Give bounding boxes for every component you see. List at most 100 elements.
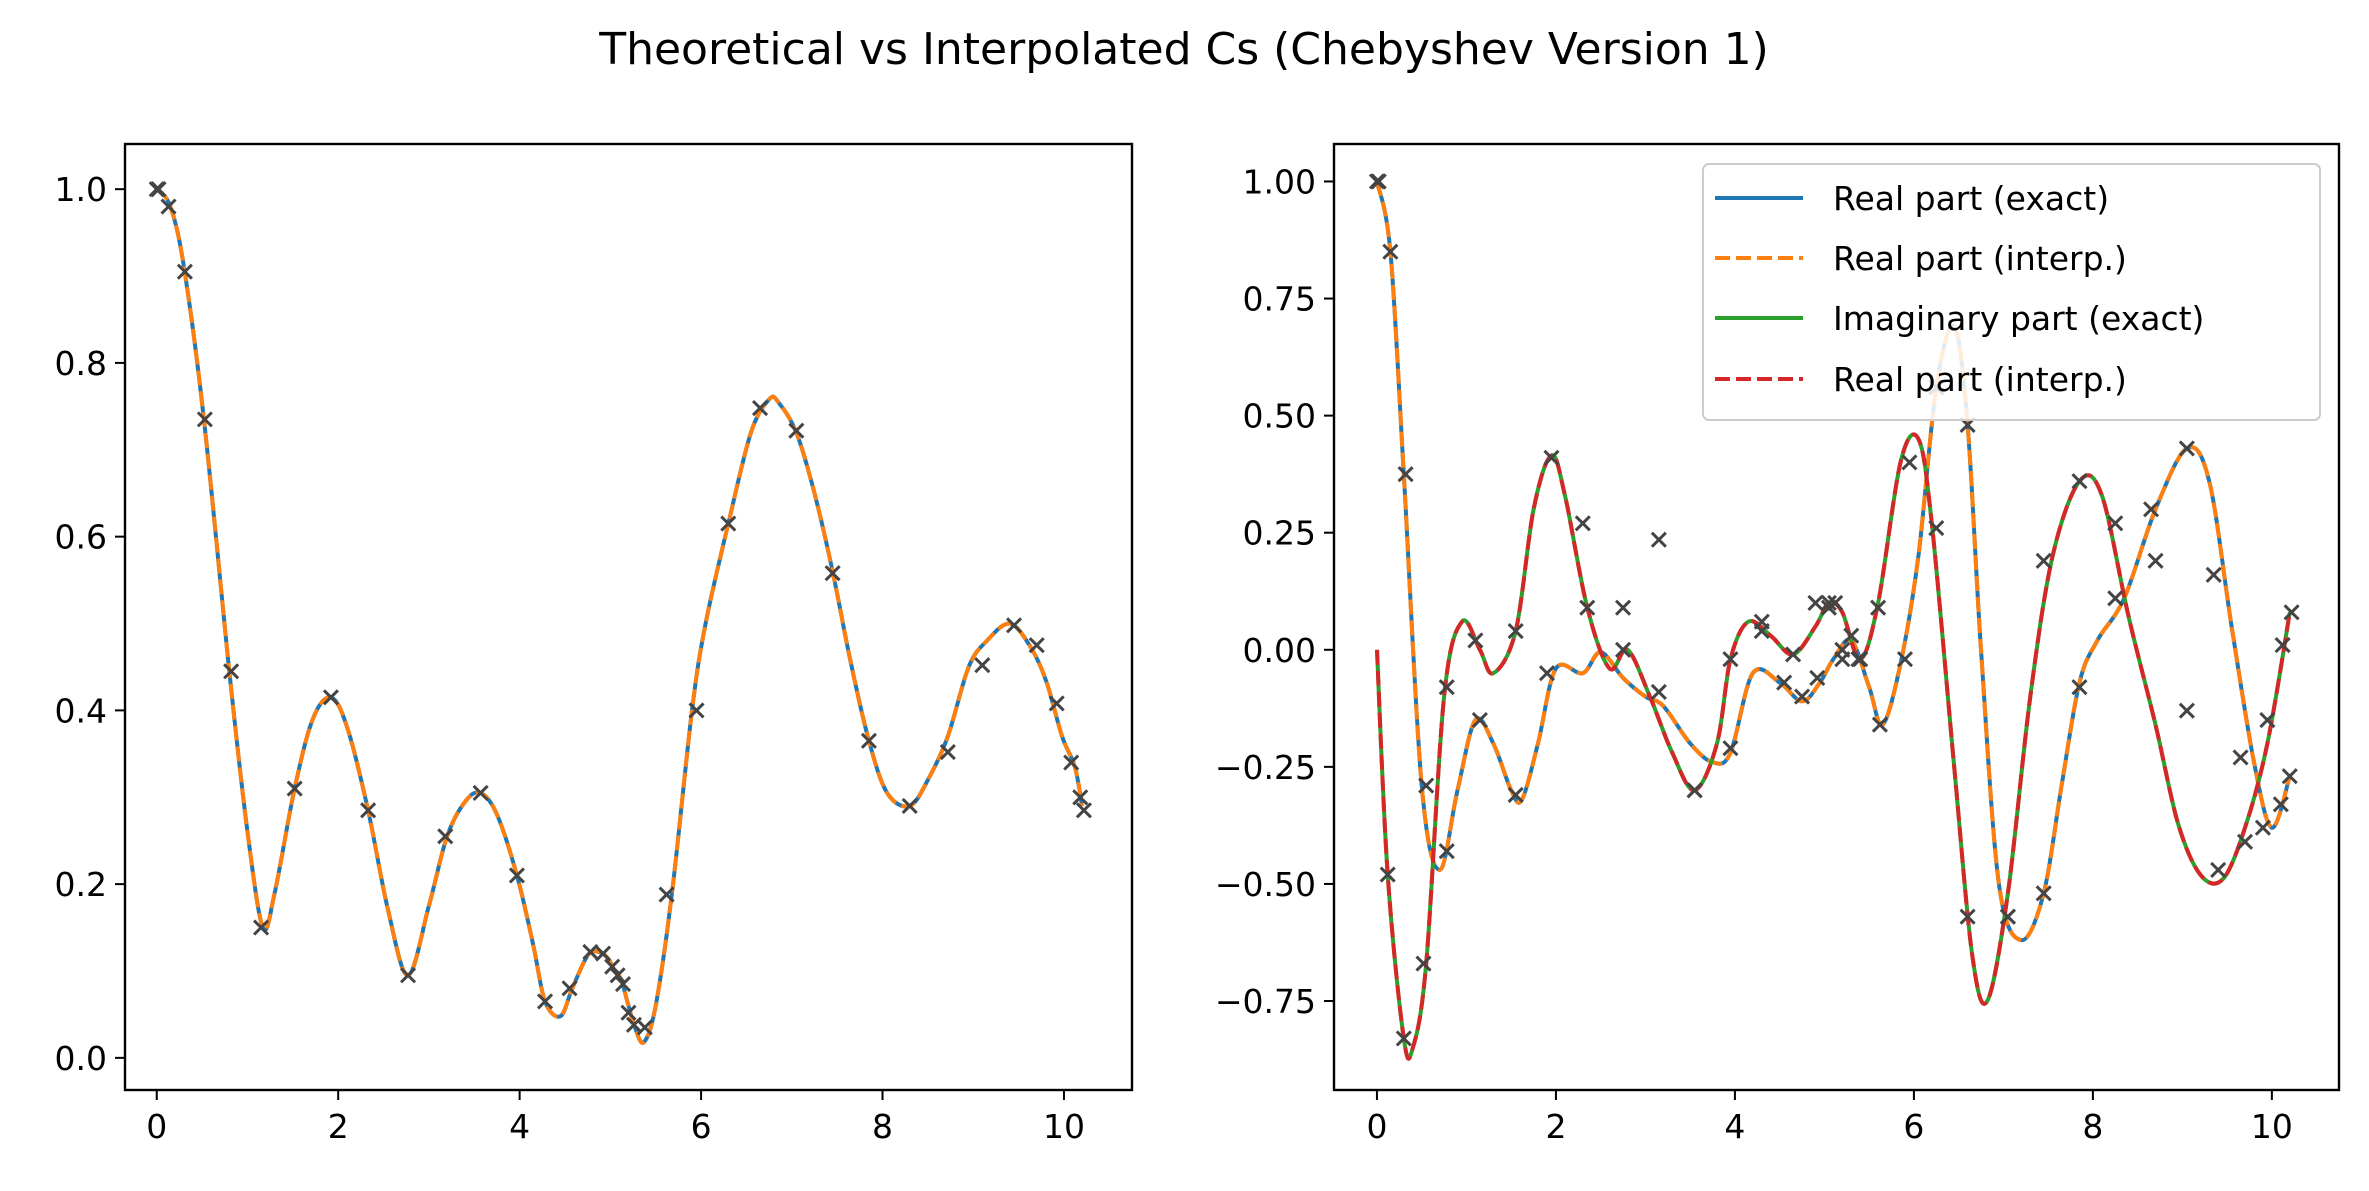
panel-1-frame [1332, 142, 2341, 1092]
panel-0-marker [508, 867, 525, 884]
panel-0-xtick-label: 6 [691, 1107, 712, 1146]
panel-0-xtick-label: 8 [872, 1107, 893, 1146]
panel-0-marker [604, 958, 621, 975]
left-panel-markers [148, 181, 1092, 1036]
panel-1-marker [1415, 955, 1432, 972]
left-panel: 0 2 4 6 8 10 0.0 0.2 0.4 0.6 0.8 1.0 [55, 142, 1134, 1146]
panel-1-marker [1395, 1030, 1412, 1047]
panel-0-series-1-line [155, 187, 1085, 1045]
panel-1-marker [1538, 665, 1556, 682]
panel-1-ytick-label: −0.75 [1215, 982, 1316, 1021]
panel-0-marker [399, 967, 417, 984]
right-panel-axes: 0 2 4 6 8 10 −0.75 −0.50 −0.25 0.00 0.25 0.50 0.75 1.… [1215, 142, 2341, 1146]
panel-0-marker [751, 400, 769, 417]
panel-0-marker [939, 744, 956, 761]
panel-1-marker [2035, 552, 2052, 569]
panel-1-ytick-label: −0.25 [1215, 748, 1316, 787]
panel-1-ytick-label: 1.00 [1243, 162, 1316, 201]
panel-0-marker [322, 689, 339, 706]
panel-1-marker [1928, 519, 1945, 537]
panel-1-marker [1793, 688, 1811, 705]
panel-0-marker [1028, 637, 1045, 654]
panel-0-marker [860, 732, 877, 749]
panel-0-marker [286, 780, 303, 797]
panel-1-marker [1438, 843, 1455, 860]
panel-0-marker [636, 1019, 653, 1036]
panel-0-marker [1072, 789, 1089, 806]
panel-1-marker [1543, 449, 1560, 466]
legend-label-real-exact: Real part (exact) [1833, 179, 2109, 218]
panel-0-xtick-label: 0 [146, 1107, 167, 1146]
panel-1-marker [1870, 599, 1887, 616]
panel-1-marker [1382, 243, 1399, 260]
panel-0-marker [688, 702, 705, 719]
panel-1-ytick-label: 0.25 [1243, 514, 1316, 553]
panel-1-marker [2254, 819, 2271, 836]
panel-0-marker [614, 975, 632, 993]
right-panel-markers [1368, 173, 2300, 1047]
panel-1-marker [1753, 613, 1770, 630]
legend-frame [1702, 163, 2321, 421]
panel-0-marker [536, 993, 554, 1010]
panel-0-marker [472, 784, 489, 801]
panel-0-ytick-label: 0.2 [55, 865, 107, 904]
panel-1-marker [1507, 786, 1524, 804]
panel-1-xtick-label: 2 [1545, 1107, 1566, 1146]
panel-0-ytick-label: 0.0 [55, 1039, 107, 1078]
panel-1-marker [2272, 796, 2289, 813]
panel-1-marker [1579, 599, 1596, 616]
panel-1-marker [1686, 782, 1703, 799]
panel-0-xtick-label: 2 [328, 1107, 349, 1146]
panel-1-marker [2281, 768, 2298, 785]
panel-0-marker [788, 422, 805, 439]
panel-0-marker [824, 565, 841, 582]
panel-1-marker [1650, 683, 1667, 700]
panel-0-marker [1005, 617, 1023, 634]
panel-1-marker [2071, 679, 2088, 696]
panel-0-ytick-label: 0.4 [55, 691, 107, 730]
legend: Real part (exact) Real part (interp.) Im… [1702, 163, 2321, 421]
right-panel: 0 2 4 6 8 10 −0.75 −0.50 −0.25 0.00 0.25 0.50 0.75 1.… [1215, 142, 2341, 1146]
panel-1-marker [2178, 440, 2195, 457]
panel-1-marker [2178, 702, 2195, 719]
panel-0-marker [974, 657, 991, 674]
panel-1-marker [1820, 594, 1837, 612]
panel-1-marker [1397, 466, 1414, 483]
panel-1-marker [2107, 515, 2124, 532]
panel-1-marker [2259, 711, 2276, 729]
panel-0-marker [150, 181, 167, 198]
panel-1-marker [1809, 669, 1826, 686]
panel-1-xtick-label: 10 [2251, 1107, 2293, 1146]
panel-1-ytick-label: 0.00 [1243, 631, 1316, 670]
panel-1-xtick-label: 6 [1903, 1107, 1924, 1146]
panel-1-marker [1850, 651, 1867, 668]
panel-0-frame [123, 142, 1134, 1092]
panel-1-marker [1896, 651, 1914, 668]
chart-title: Theoretical vs Interpolated Cs (Chebyshe… [598, 24, 1769, 75]
panel-1-marker [1959, 908, 1976, 925]
panel-0-marker [658, 886, 675, 903]
panel-0-marker [160, 198, 177, 215]
panel-1-marker [1438, 679, 1455, 696]
panel-1-marker [1834, 641, 1851, 658]
panel-1-marker [1999, 908, 2016, 925]
legend-label-real-interp: Real part (interp.) [1833, 239, 2127, 278]
panel-0-marker [360, 802, 377, 819]
panel-1-marker [2232, 749, 2249, 766]
panel-0-marker [176, 263, 193, 280]
panel-0-marker [437, 828, 454, 845]
panel-1-marker [1467, 632, 1484, 649]
panel-1-marker [1901, 454, 1918, 471]
panel-0-marker [1075, 802, 1092, 819]
panel-1-marker [1614, 641, 1632, 658]
panel-1-ytick-label: 0.75 [1243, 280, 1316, 319]
panel-0-ytick-label: 0.8 [55, 344, 107, 383]
panel-1-marker [2274, 637, 2291, 654]
panel-1-marker [1820, 599, 1837, 616]
panel-1-marker [2107, 590, 2124, 607]
panel-0-xtick-label: 10 [1043, 1107, 1085, 1146]
panel-1-xtick-label: 4 [1724, 1107, 1745, 1146]
panel-1-marker [1418, 777, 1435, 794]
panel-1-ytick-label: −0.50 [1215, 865, 1316, 904]
